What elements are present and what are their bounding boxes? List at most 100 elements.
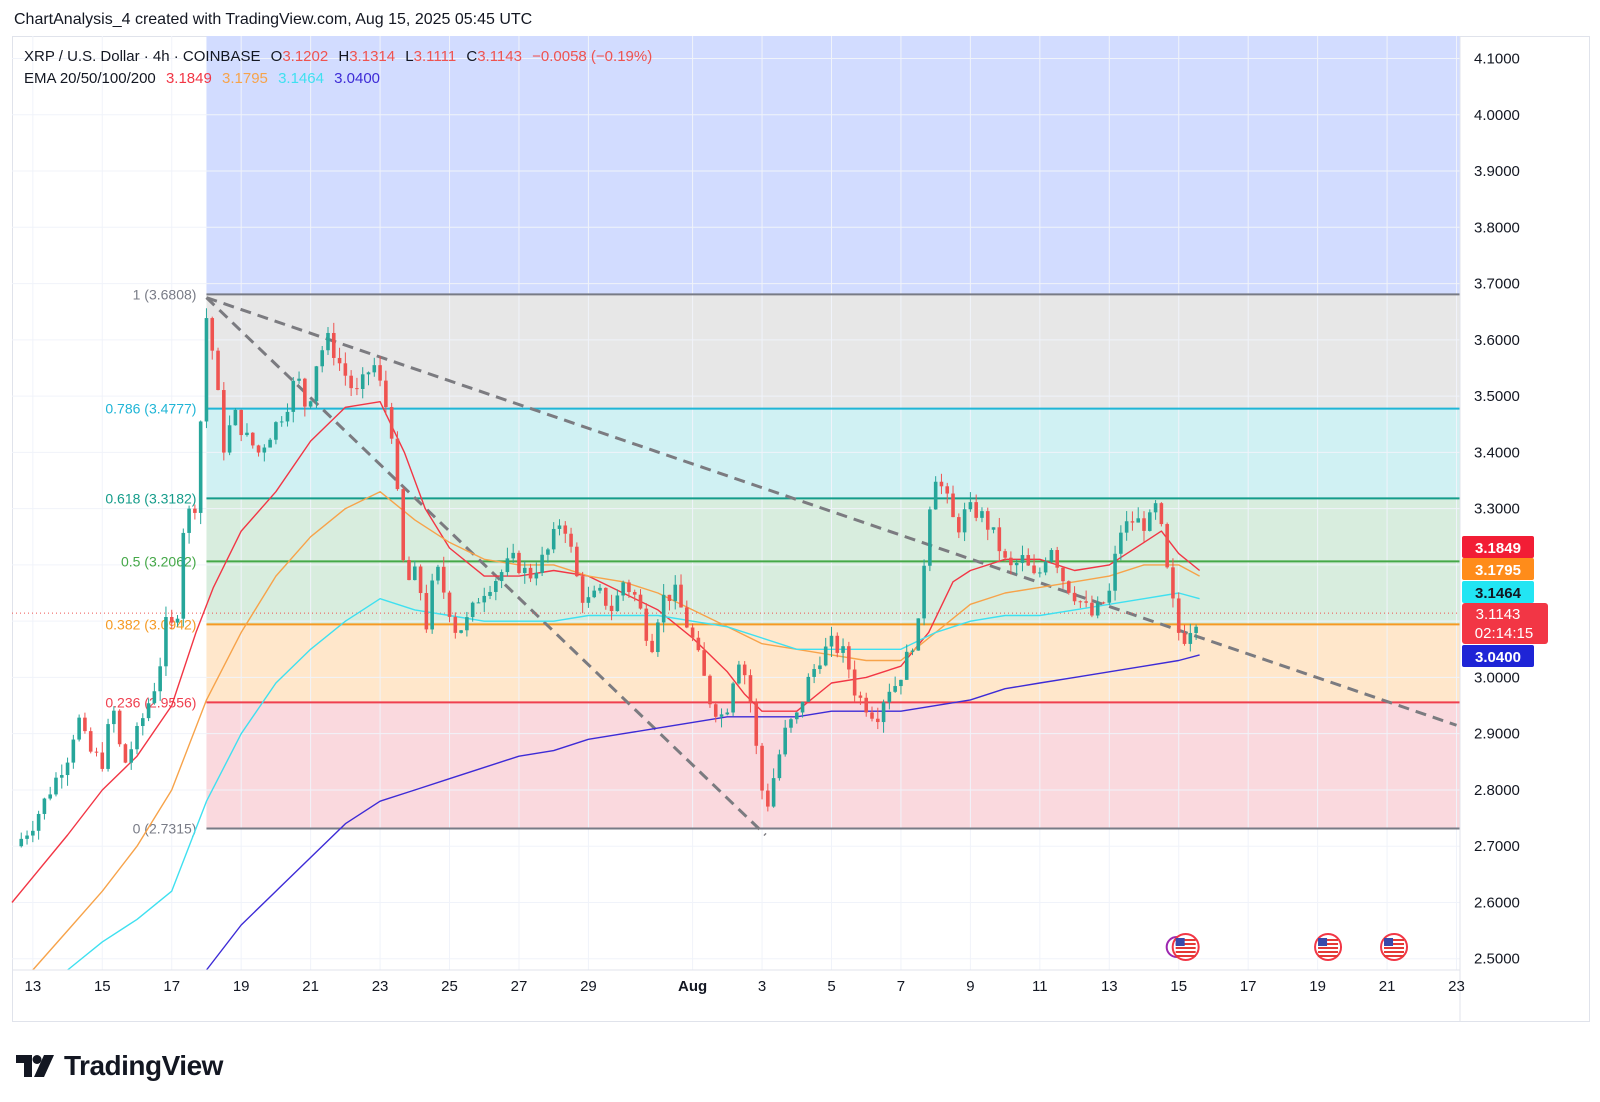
candle-body xyxy=(1124,521,1129,533)
time-tick-label: 17 xyxy=(163,978,180,995)
candle-body xyxy=(331,332,336,358)
candle-body xyxy=(598,587,602,591)
candle-body xyxy=(650,640,654,653)
candle-body xyxy=(1148,512,1152,531)
candle-body xyxy=(135,726,139,750)
candle-body xyxy=(303,378,307,407)
fib-level-label: 0.236 (2.9556) xyxy=(105,694,196,710)
candle-body xyxy=(198,421,203,513)
candle-body xyxy=(465,617,469,631)
badge-ema20-text: 3.1849 xyxy=(1475,540,1521,557)
candle-body xyxy=(141,718,145,727)
badge-ema200 xyxy=(1462,645,1534,667)
ema-legend: EMA 20/50/100/200 3.1849 3.1795 3.1464 3… xyxy=(24,70,386,87)
us-flag-icon xyxy=(1171,933,1200,961)
candle-body xyxy=(823,646,828,666)
tradingview-logo-icon xyxy=(16,1055,54,1077)
ohlc-close: C3.1143 xyxy=(466,48,522,65)
candle-body xyxy=(413,566,417,581)
candle-body xyxy=(204,318,209,422)
candle-body xyxy=(291,380,296,412)
candle-body xyxy=(1078,601,1083,603)
candle-body xyxy=(355,388,359,390)
chart-attribution: ChartAnalysis_4 created with TradingView… xyxy=(14,11,533,28)
candle-body xyxy=(164,617,168,667)
candle-body xyxy=(326,332,330,351)
candle-body xyxy=(858,695,863,698)
candle-body xyxy=(980,511,984,518)
candle-body xyxy=(106,724,110,769)
candle-body xyxy=(65,762,70,776)
price-badges: 3.1849 3.1795 3.1464 3.0400 3.1143 02:14:15 xyxy=(1462,536,1548,667)
badge-last-price xyxy=(1462,603,1548,644)
candle-body xyxy=(1182,632,1187,644)
price-change: −0.0058 (−0.19%) xyxy=(532,48,653,65)
candle-body xyxy=(916,618,921,651)
candle-body xyxy=(36,813,41,831)
candle-body xyxy=(343,363,348,376)
candle-body xyxy=(1159,503,1164,525)
candle-body xyxy=(349,375,353,389)
ema-label[interactable]: EMA 20/50/100/200 xyxy=(24,70,156,87)
candle-body xyxy=(94,751,99,753)
badge-ema50 xyxy=(1462,558,1534,580)
candle-body xyxy=(760,745,764,791)
candle-body xyxy=(974,502,978,518)
candle-body xyxy=(436,566,440,581)
trendline-descending-resistance xyxy=(205,296,1458,727)
last-price-text: 3.1143 xyxy=(1476,606,1521,623)
time-tick-label: 15 xyxy=(1170,978,1187,995)
candle-body xyxy=(48,794,52,799)
candle-body xyxy=(337,357,342,364)
candle-body xyxy=(754,702,759,746)
candle-body xyxy=(59,775,64,778)
candle-body xyxy=(928,509,932,566)
candle-body xyxy=(615,595,620,612)
symbol-name[interactable]: XRP / U.S. Dollar · 4h · COINBASE xyxy=(24,48,261,65)
candle-body xyxy=(308,401,313,407)
candle-body xyxy=(667,594,672,601)
candle-body xyxy=(1055,550,1059,568)
candle-body xyxy=(245,432,249,436)
candle-body xyxy=(1119,532,1123,554)
candle-body xyxy=(731,683,735,713)
ema-line-ema200 xyxy=(205,654,1200,971)
candle-body xyxy=(800,701,805,713)
badge-ema20 xyxy=(1462,536,1534,558)
candle-body xyxy=(71,739,76,763)
price-tick-label: 4.1000 xyxy=(1474,51,1520,68)
grid xyxy=(12,36,1460,970)
price-tick-label: 2.5000 xyxy=(1474,951,1520,968)
price-tick-label: 3.3000 xyxy=(1474,501,1520,518)
candle-body xyxy=(997,527,1002,552)
candle-body xyxy=(957,517,961,533)
candle-body xyxy=(835,635,840,653)
candle-body xyxy=(737,664,741,684)
candle-body xyxy=(88,731,93,752)
ema200-value: 3.0400 xyxy=(334,70,381,87)
candle-body xyxy=(1090,602,1094,616)
candle-body xyxy=(806,676,811,702)
candle-body xyxy=(227,425,232,453)
candle-body xyxy=(19,838,24,847)
candle-body xyxy=(360,374,365,389)
time-tick-label: 23 xyxy=(1448,978,1465,995)
candle-body xyxy=(864,697,869,713)
fib-level-label: 0 (2.7315) xyxy=(133,820,197,836)
price-tick-label: 2.6000 xyxy=(1474,894,1520,911)
candle-body xyxy=(673,584,678,601)
candle-body xyxy=(123,744,128,763)
candle-body xyxy=(528,567,533,579)
candle-body xyxy=(1032,565,1036,574)
candle-body xyxy=(893,686,897,692)
candle-body xyxy=(262,447,267,453)
candle-body xyxy=(378,365,382,381)
candle-body xyxy=(870,712,874,719)
candle-body xyxy=(962,509,967,533)
candle-body xyxy=(609,605,614,612)
fib-level-label: 1 (3.6808) xyxy=(133,286,197,302)
candle-body xyxy=(83,717,87,732)
tradingview-logo: TradingView xyxy=(16,1050,223,1082)
time-tick-label: 27 xyxy=(511,978,528,995)
